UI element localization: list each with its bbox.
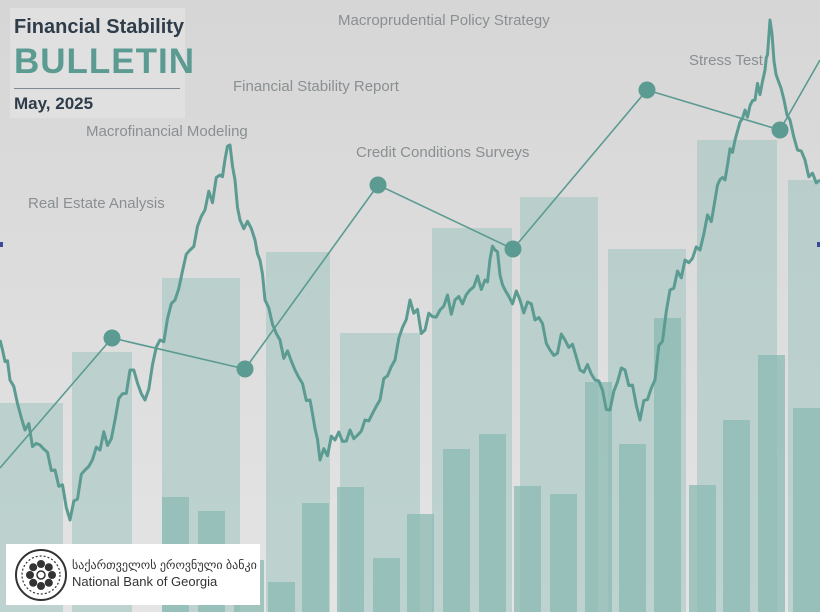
emblem-petal [37,560,45,568]
foreground-bar [585,382,612,612]
series-marker [771,121,789,139]
topic-label-stress-test: Stress Test [689,52,763,69]
emblem-petal [44,563,53,572]
series-marker [236,360,254,378]
bank-name-georgian: საქართველოს ეროვნული ბანკი [72,558,257,572]
emblem-petal [48,571,56,579]
foreground-bar [407,514,434,612]
topic-label-real-estate: Real Estate Analysis [28,195,165,212]
foreground-bar [723,420,750,612]
emblem-petal [26,571,34,579]
bulletin-title-block: Financial Stability BULLETIN May, 2025 [10,8,194,118]
nbg-emblem-icon [15,549,67,601]
emblem-petal [29,578,38,587]
series-marker [638,81,656,99]
foreground-bar [302,503,329,612]
emblem-petal [44,578,53,587]
foreground-bar [654,318,681,612]
topic-label-credit-surveys: Credit Conditions Surveys [356,144,530,161]
foreground-bar [373,558,400,612]
topic-label-modeling: Macrofinancial Modeling [86,123,248,140]
publication-date: May, 2025 [14,94,94,113]
foreground-bar [550,494,577,612]
topic-label-macroprudential: Macroprudential Policy Strategy [338,12,550,29]
foreground-bar [758,355,785,612]
emblem-petal [37,582,45,590]
connector-line-series [0,59,820,469]
topic-label-fsr: Financial Stability Report [233,78,399,95]
emblem-petal [29,563,38,572]
foreground-bar [443,449,470,612]
foreground-bar [479,434,506,612]
foreground-bar [268,582,295,612]
nbg-logo-block: საქართველოს ეროვნული ბანკი National Bank… [6,544,260,605]
title-bulletin: BULLETIN [14,42,196,81]
foreground-bar [514,486,541,612]
series-marker [504,240,522,258]
title-divider [14,88,180,89]
title-financial-stability: Financial Stability [14,16,185,38]
foreground-bar [689,485,716,612]
volatile-line-series [0,18,820,522]
foreground-bar [793,408,820,612]
foreground-bar [337,487,364,612]
series-marker [369,176,387,194]
series-marker [103,329,121,347]
foreground-bar [619,444,646,612]
bank-name-english: National Bank of Georgia [72,574,218,589]
